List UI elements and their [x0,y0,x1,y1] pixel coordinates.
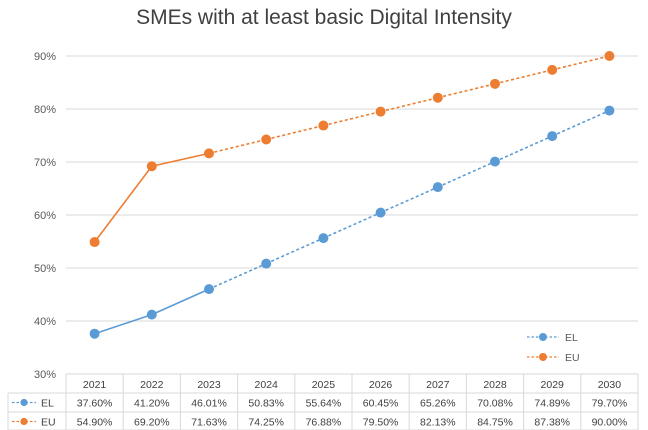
y-tick-label: 30% [34,369,56,381]
table-cell: 74.25% [248,417,284,429]
y-tick-label: 60% [34,210,56,222]
series-segment [266,124,324,141]
table-cell: 37.60% [77,398,113,410]
table-cell: 65.26% [420,398,456,410]
series-segment [552,55,610,71]
x-category-label: 2029 [541,379,565,391]
data-point [604,51,615,61]
data-point [490,78,500,89]
table-cell: 55.64% [306,398,342,410]
table-cell: 90.00% [592,417,628,429]
table-cell: 79.70% [592,398,628,410]
table-row-label: EL [41,398,54,410]
table-cell: 46.01% [191,398,227,410]
series-segment [437,160,496,188]
table-cell: 87.38% [534,417,570,429]
chart-title: SMEs with at least basic Digital Intensi… [136,6,512,29]
data-point [261,134,272,145]
data-point [547,131,558,142]
data-point [146,161,157,172]
y-tick-label: 50% [34,263,56,275]
x-category-label: 2028 [483,379,507,391]
table-cell: 70.08% [477,398,513,410]
x-category-label: 2030 [598,379,622,391]
table-cell: 84.75% [477,417,513,429]
table-cell: 76.88% [306,417,342,429]
table-cell: 71.63% [191,417,227,429]
series-segment [94,313,153,335]
x-category-label: 2022 [140,379,164,391]
legend: EL EU [527,332,580,364]
legend-label: EL [565,332,578,344]
series-segment [151,288,210,316]
y-axis-tick-labels: 30% 40% 50% 60% 70% 80% 90% [34,51,56,381]
y-tick-label: 80% [34,104,56,116]
table-cell: 41.20% [134,398,170,410]
x-category-label: 2021 [83,379,107,391]
data-point [204,284,214,295]
y-tick-label: 40% [34,316,56,328]
series-segment [323,110,381,127]
data-point [490,156,500,167]
legend-marker [539,353,547,361]
data-table: 2021 2022 2023 2024 2025 2026 2027 2028 2029 2030… [7,373,639,430]
series-segment [208,138,267,155]
data-point [432,92,443,103]
x-category-label: 2026 [369,379,393,391]
legend-label: EU [565,352,580,364]
y-tick-label: 70% [34,157,56,169]
data-point [89,328,100,339]
data-point [375,106,386,117]
table-key-marker [20,398,28,407]
series-segment [151,152,210,168]
x-category-label: 2024 [255,379,279,391]
table-cell: 82.13% [420,417,456,429]
series-segment [208,262,267,290]
table-row-label: EU [41,417,56,429]
table-cell: 60.45% [363,398,399,410]
series-segment [265,237,324,265]
y-tick-label: 90% [34,51,56,63]
data-point [89,237,100,248]
data-point [318,120,329,131]
x-category-label: 2027 [426,379,450,391]
series-segment [323,211,381,239]
x-category-label: 2023 [197,379,221,391]
series-segment [551,109,610,137]
data-point [318,233,329,244]
data-point [604,105,615,116]
data-point [375,207,386,218]
series-segment [380,96,438,113]
legend-marker [539,333,547,341]
data-point [261,258,272,269]
series-segment [380,186,439,214]
table-cell: 74.89% [534,398,570,410]
data-point [547,64,558,75]
x-category-label: 2025 [312,379,336,391]
data-point [432,182,443,193]
table-key-marker [20,417,28,426]
table-cell: 54.90% [77,417,113,429]
table-cell: 50.83% [248,398,284,410]
table-cell: 79.50% [363,417,399,429]
data-point [146,309,157,320]
series-lines [89,51,615,339]
gridlines [66,55,638,375]
series-segment [437,83,496,99]
series-segment [494,69,553,85]
data-point [204,148,214,159]
table-cell: 69.20% [134,417,170,429]
series-segment [93,165,153,243]
series-segment [494,135,553,163]
